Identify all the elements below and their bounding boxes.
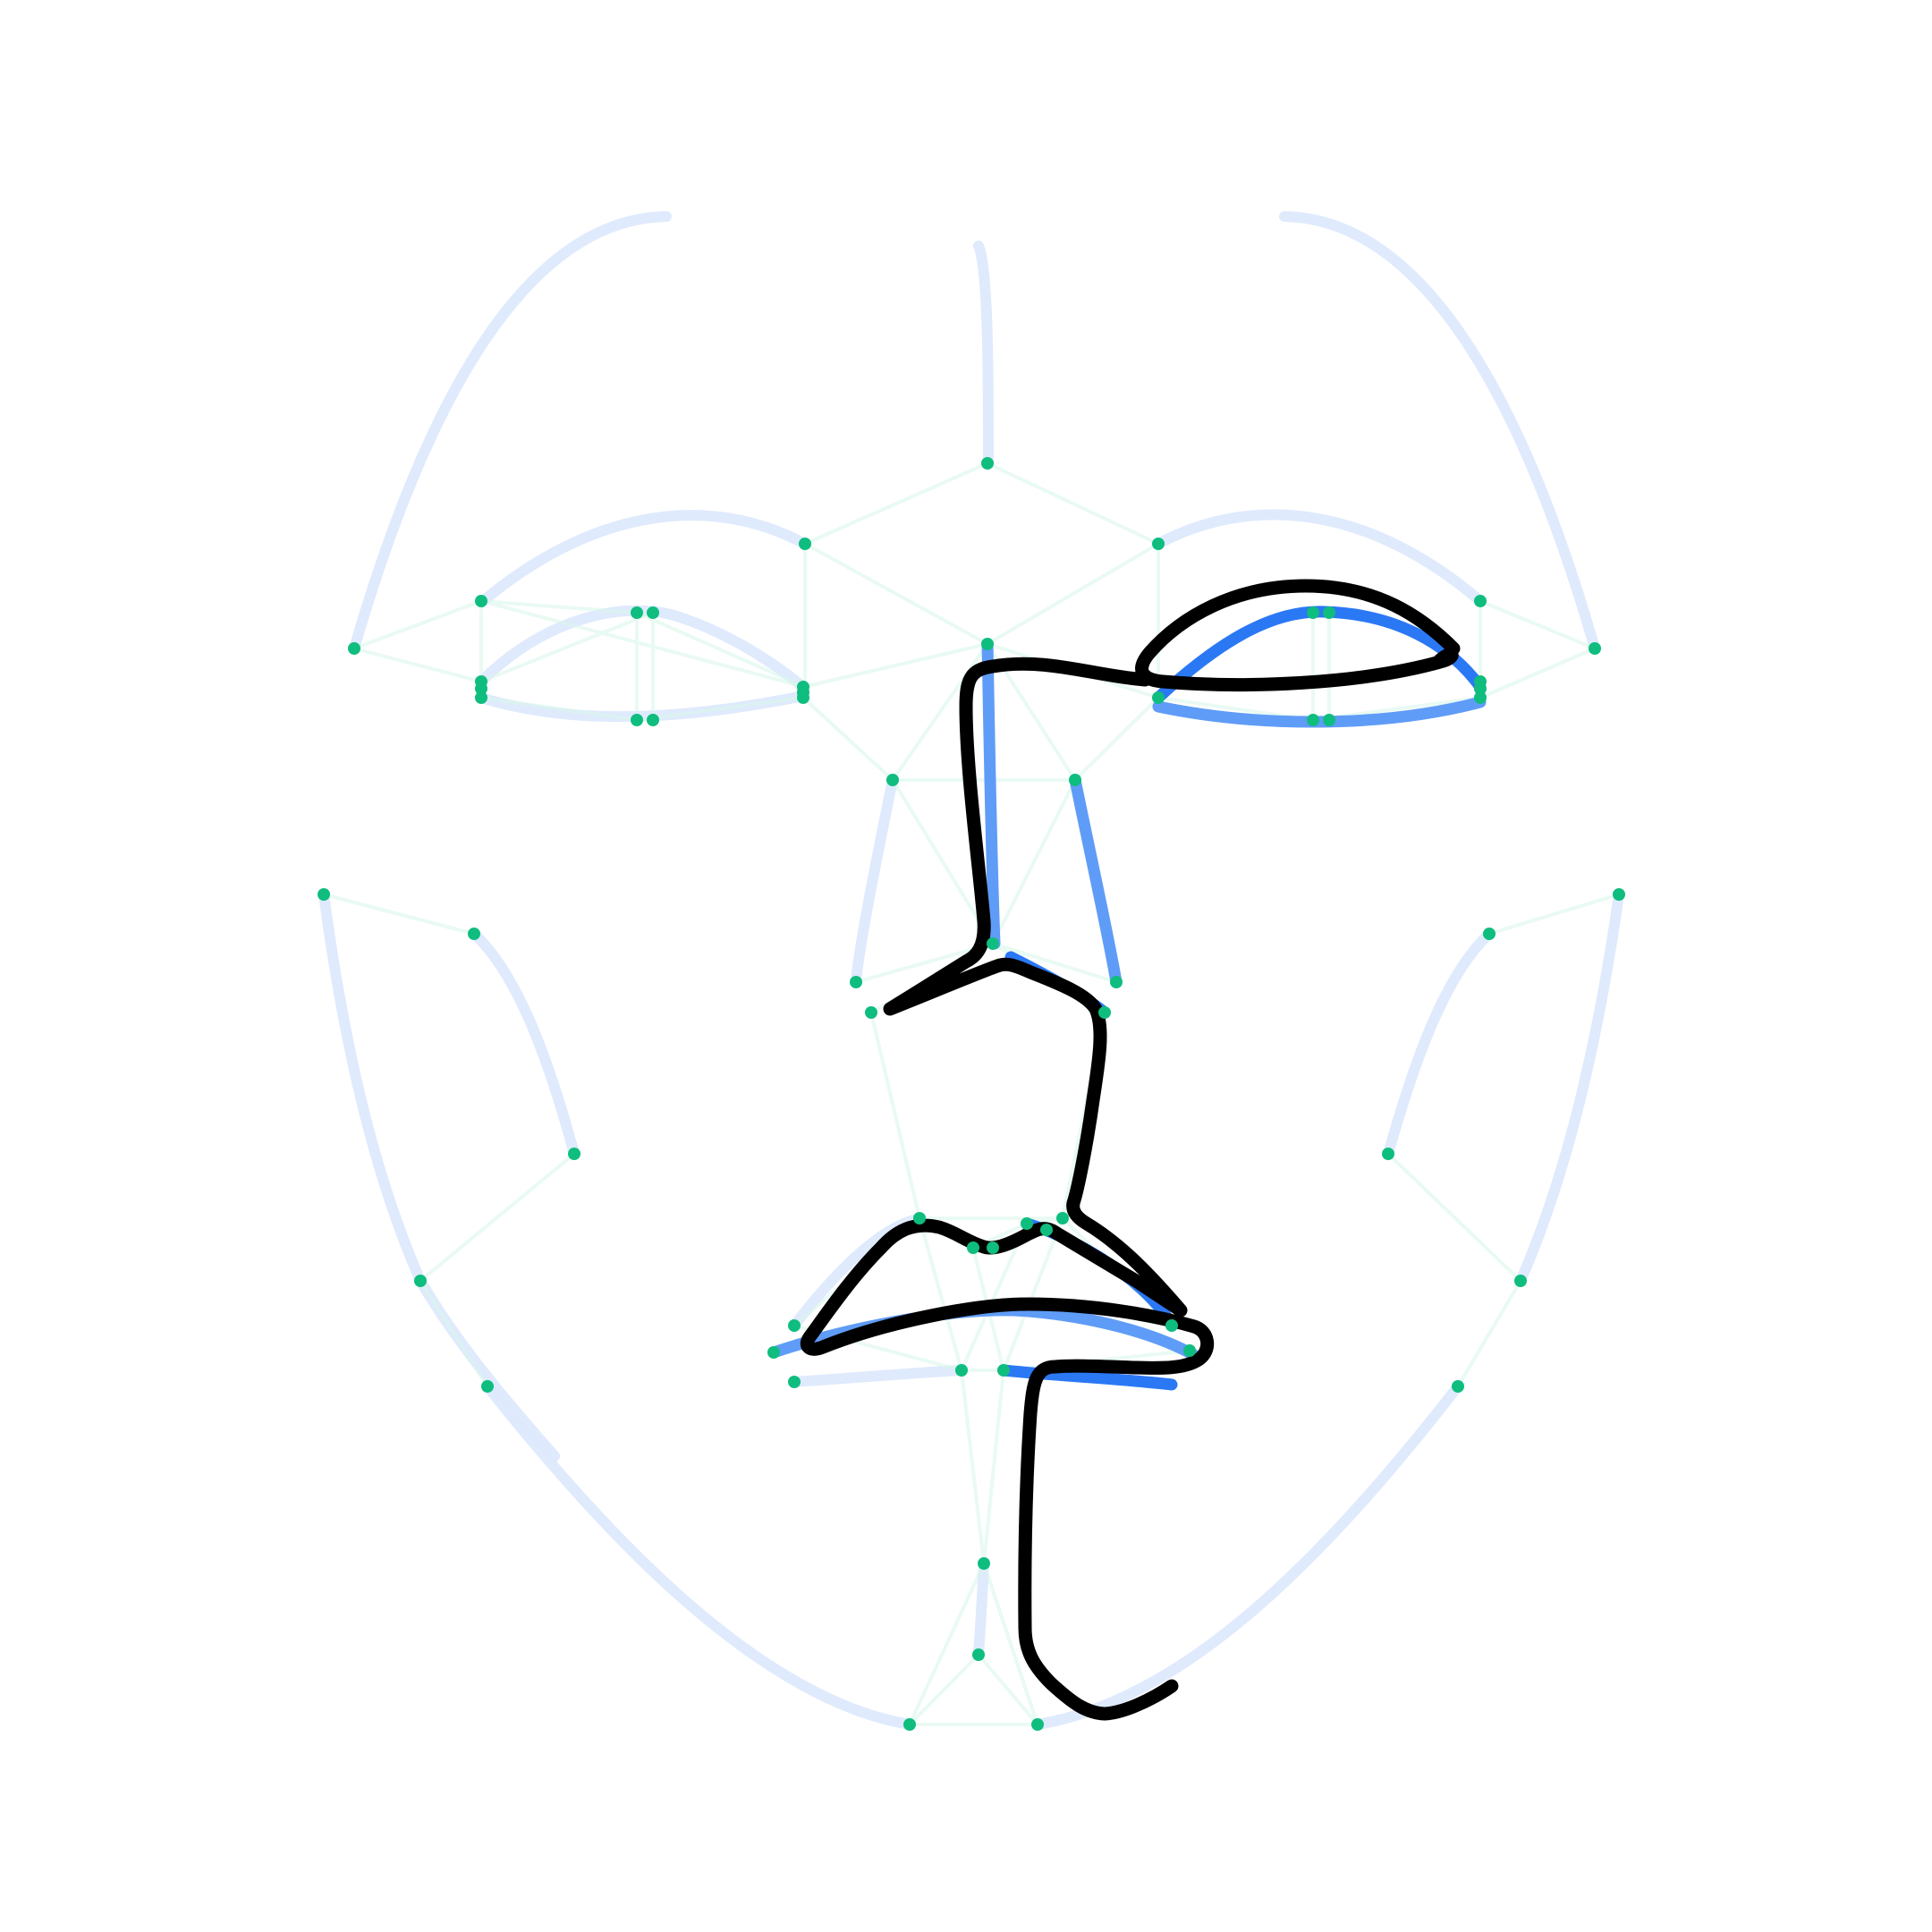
mesh-jaw-chin xyxy=(322,893,1621,1726)
landmark-dot xyxy=(1382,1148,1394,1160)
landmark-dot xyxy=(967,1241,979,1254)
landmark-dot xyxy=(475,691,487,704)
landmark-dot xyxy=(1307,714,1319,726)
landmark-dot xyxy=(1474,682,1487,695)
guide-curves xyxy=(318,211,1624,1730)
landmark-points xyxy=(318,457,1625,1731)
landmark-dot xyxy=(1514,1275,1527,1287)
landmark-dot xyxy=(481,1380,494,1393)
nose-left-curve xyxy=(851,775,898,987)
forehead-center-line xyxy=(973,241,994,469)
landmark-dot xyxy=(799,538,811,550)
landmark-dot xyxy=(1474,691,1487,704)
landmark-dot xyxy=(1031,1718,1044,1731)
landmark-dot xyxy=(1323,714,1335,726)
left-brow-curve xyxy=(478,510,810,606)
left-temple-curve xyxy=(349,211,672,654)
landmark-dot xyxy=(1056,1212,1069,1224)
traced-lower-lip-right xyxy=(997,1364,1178,1391)
right-brow-curve xyxy=(1153,509,1486,606)
landmark-dot xyxy=(647,714,659,726)
landmark-dot xyxy=(865,1006,877,1019)
landmark-dot xyxy=(1098,1006,1111,1019)
landmark-dot xyxy=(631,714,643,726)
landmark-dot xyxy=(1110,976,1123,988)
landmark-dot xyxy=(1183,1344,1196,1357)
left-jaw-curve xyxy=(318,889,560,1462)
landmark-dot xyxy=(978,1557,990,1570)
landmark-dot xyxy=(981,638,994,650)
landmark-dot xyxy=(903,1718,916,1731)
landmark-dot xyxy=(788,1319,801,1332)
landmark-dot xyxy=(631,606,643,619)
landmark-dot xyxy=(475,682,487,695)
landmark-dot xyxy=(886,774,899,786)
landmark-dot xyxy=(788,1376,801,1388)
landmark-dot xyxy=(913,1212,926,1224)
lower-lip-left-curve xyxy=(789,1365,967,1387)
right-cheek-curve xyxy=(1383,928,1495,1159)
landmark-dot xyxy=(767,1346,780,1359)
landmark-dot xyxy=(1040,1224,1053,1236)
landmark-dot xyxy=(987,1241,999,1254)
landmark-dot xyxy=(1307,606,1319,619)
landmark-dot xyxy=(1021,1217,1033,1230)
landmark-dot xyxy=(568,1148,580,1160)
right-temple-curve xyxy=(1279,211,1600,654)
ink-right-eye-stroke xyxy=(1135,579,1461,692)
landmark-dot xyxy=(475,595,487,607)
landmark-dot xyxy=(997,1364,1010,1377)
left-chin-curve xyxy=(482,1381,915,1730)
landmark-dot xyxy=(987,937,999,950)
landmark-dot xyxy=(981,457,994,470)
landmark-dot xyxy=(1613,888,1625,901)
landmark-dot xyxy=(1474,595,1487,607)
chin-center-line xyxy=(973,1558,989,1660)
landmark-dot xyxy=(972,1648,985,1661)
landmark-dot xyxy=(1483,928,1496,940)
right-jaw-curve xyxy=(1515,889,1624,1286)
landmark-dot xyxy=(1589,642,1601,655)
landmark-dot xyxy=(348,642,360,655)
right-chin-curve xyxy=(1032,1381,1463,1730)
landmark-dot xyxy=(1152,691,1165,704)
freehand-ink-drawing[interactable] xyxy=(800,579,1461,1721)
left-eye-upper-curve xyxy=(476,605,809,692)
landmark-dot xyxy=(1152,538,1165,550)
landmark-dot xyxy=(1069,774,1081,786)
landmark-dot xyxy=(1452,1380,1464,1393)
left-cheek-curve xyxy=(469,928,580,1159)
landmark-dot xyxy=(1165,1319,1178,1332)
landmark-dot xyxy=(318,888,330,901)
landmark-dot xyxy=(1323,606,1335,619)
landmark-dot xyxy=(414,1275,427,1287)
landmark-dot xyxy=(468,928,480,940)
landmark-dot xyxy=(955,1364,968,1377)
ink-main-contour-stroke xyxy=(800,657,1214,1721)
landmark-dot xyxy=(797,691,809,704)
landmark-dot xyxy=(850,976,862,988)
traced-nose-right xyxy=(1069,774,1123,988)
landmark-dot xyxy=(647,606,659,619)
traced-nose-bridge xyxy=(981,638,1001,950)
